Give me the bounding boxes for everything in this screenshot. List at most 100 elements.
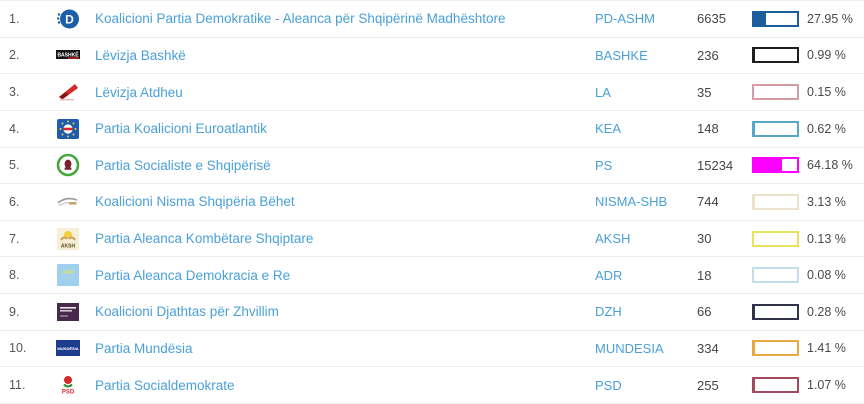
percent-bar bbox=[752, 303, 799, 320]
vote-count: 15234 bbox=[697, 157, 734, 173]
mundesia-logo: MUNDËSIA bbox=[40, 335, 95, 361]
vote-count: 30 bbox=[697, 231, 712, 247]
rank-number: 3. bbox=[9, 85, 20, 100]
party-abbr-link[interactable]: LA bbox=[595, 84, 611, 100]
party-result-row: 2. BASHKË Lëvizja Bashkë BASHKE 236 0.99… bbox=[0, 37, 864, 75]
percent-label: 0.08 % bbox=[807, 268, 846, 283]
rank-number: 2. bbox=[9, 48, 20, 63]
vote-count: 18 bbox=[697, 267, 712, 283]
svg-text:D: D bbox=[65, 12, 74, 26]
party-name-link[interactable]: Lëvizja Atdheu bbox=[95, 84, 183, 100]
party-abbr-link[interactable]: PS bbox=[595, 157, 613, 173]
party-name-link[interactable]: Partia Koalicioni Euroatlantik bbox=[95, 121, 267, 137]
percent-bar-cell bbox=[752, 377, 807, 394]
rank-number: 11. bbox=[9, 378, 26, 393]
percent-bar bbox=[752, 10, 799, 27]
percent-bar-cell bbox=[752, 120, 807, 137]
party-name-link[interactable]: Partia Aleanca Kombëtare Shqiptare bbox=[95, 231, 314, 247]
percent-bar-cell bbox=[752, 157, 807, 174]
party-result-row: 4. Partia Koalicioni Euroatlantik KEA 14… bbox=[0, 110, 864, 148]
svg-text:BASHKË: BASHKË bbox=[57, 52, 79, 59]
percent-bar-fill bbox=[754, 195, 756, 208]
ps-logo bbox=[40, 152, 95, 178]
party-abbr-link[interactable]: PSD bbox=[595, 377, 622, 393]
vote-count: 334 bbox=[697, 340, 719, 356]
rank-number: 5. bbox=[9, 158, 20, 173]
percent-bar-fill bbox=[754, 342, 755, 355]
rank-number: 10. bbox=[9, 341, 27, 356]
percent-label: 0.13 % bbox=[807, 231, 846, 246]
party-result-row: 5. Partia Socialiste e Shqipërisë PS 152… bbox=[0, 147, 864, 185]
party-name-link[interactable]: Partia Socialdemokrate bbox=[95, 377, 235, 393]
party-abbr-link[interactable]: BASHKE bbox=[595, 47, 648, 63]
party-name-link[interactable]: Lëvizja Bashkë bbox=[95, 47, 186, 63]
svg-text:────: ──── bbox=[62, 277, 73, 281]
vote-count: 6635 bbox=[697, 11, 726, 27]
svg-text:AKSH: AKSH bbox=[60, 243, 75, 249]
percent-bar bbox=[752, 267, 799, 284]
party-abbr-link[interactable]: PD-ASHM bbox=[595, 11, 655, 27]
svg-text:ADR: ADR bbox=[62, 270, 74, 276]
party-result-row: 8. ADR ──── Partia Aleanca Demokracia e R… bbox=[0, 257, 864, 294]
kea-logo bbox=[40, 116, 95, 142]
svg-text:MUNDËSIA: MUNDËSIA bbox=[57, 346, 78, 351]
party-result-row: 3. Lëvizja Atdheu LA 35 0.15 % bbox=[0, 74, 864, 111]
party-result-row: 7. AKSH Partia Aleanca Kombëtare Shqipta… bbox=[0, 220, 864, 258]
percent-label: 27.95 % bbox=[807, 11, 853, 26]
percent-label: 1.41 % bbox=[807, 341, 846, 356]
percent-bar bbox=[752, 157, 799, 174]
party-result-row: 11. PSD Partia Socialdemokrate PSD 255 1… bbox=[0, 367, 864, 404]
percent-bar bbox=[752, 84, 799, 101]
percent-label: 3.13 % bbox=[807, 194, 846, 209]
percent-bar-cell bbox=[752, 230, 807, 247]
percent-bar bbox=[752, 47, 799, 64]
percent-bar-cell bbox=[752, 340, 807, 357]
party-abbr-link[interactable]: MUNDESIA bbox=[595, 340, 664, 356]
psd-logo: PSD bbox=[40, 372, 95, 398]
party-result-row: 10. MUNDËSIA Partia Mundësia MUNDESIA 33… bbox=[0, 330, 864, 368]
party-name-link[interactable]: Partia Mundësia bbox=[95, 340, 193, 356]
vote-count: 148 bbox=[697, 121, 719, 137]
rank-number: 8. bbox=[9, 268, 20, 283]
party-name-link[interactable]: Koalicioni Nisma Shqipëria Bëhet bbox=[95, 194, 295, 210]
party-name-link[interactable]: Partia Aleanca Demokracia e Re bbox=[95, 267, 291, 283]
party-abbr-link[interactable]: NISMA-SHB bbox=[595, 194, 668, 210]
aksh-logo: AKSH bbox=[40, 226, 95, 252]
la-logo bbox=[40, 79, 95, 105]
percent-bar bbox=[752, 230, 799, 247]
percent-bar-cell bbox=[752, 84, 807, 101]
rank-number: 7. bbox=[9, 231, 20, 246]
vote-count: 35 bbox=[697, 84, 712, 100]
party-abbr-link[interactable]: DZH bbox=[595, 304, 622, 320]
nisma-logo bbox=[40, 189, 95, 215]
vote-count: 744 bbox=[697, 194, 719, 210]
party-abbr-link[interactable]: KEA bbox=[595, 121, 622, 137]
percent-bar-fill bbox=[754, 12, 767, 25]
rank-number: 4. bbox=[9, 121, 20, 136]
dzh-logo bbox=[40, 299, 95, 325]
bashke-logo: BASHKË bbox=[40, 42, 95, 68]
party-name-link[interactable]: Partia Socialiste e Shqipërisë bbox=[95, 157, 271, 173]
party-result-row: 9. Koalicioni Djathtas për Zhvillim DZH … bbox=[0, 294, 864, 331]
vote-count: 66 bbox=[697, 304, 712, 320]
rank-number: 1. bbox=[9, 11, 20, 26]
percent-bar bbox=[752, 193, 799, 210]
rank-number: 9. bbox=[9, 304, 20, 319]
percent-label: 0.62 % bbox=[807, 121, 846, 136]
percent-label: 0.99 % bbox=[807, 48, 846, 63]
percent-label: 64.18 % bbox=[807, 158, 853, 173]
party-abbr-link[interactable]: ADR bbox=[595, 267, 623, 283]
percent-label: 0.28 % bbox=[807, 304, 846, 319]
party-name-link[interactable]: Koalicioni Djathtas për Zhvillim bbox=[95, 304, 279, 320]
party-result-row: 6. Koalicioni Nisma Shqipëria Bëhet NISM… bbox=[0, 184, 864, 221]
percent-bar bbox=[752, 377, 799, 394]
percent-bar-cell bbox=[752, 267, 807, 284]
pd-logo: D bbox=[40, 6, 95, 32]
party-name-link[interactable]: Koalicioni Partia Demokratike - Aleanca … bbox=[95, 11, 506, 27]
svg-text:PSD: PSD bbox=[61, 390, 74, 396]
party-abbr-link[interactable]: AKSH bbox=[595, 231, 631, 247]
vote-count: 255 bbox=[697, 377, 719, 393]
adr-logo: ADR ──── bbox=[40, 262, 95, 288]
percent-label: 0.15 % bbox=[807, 85, 846, 100]
